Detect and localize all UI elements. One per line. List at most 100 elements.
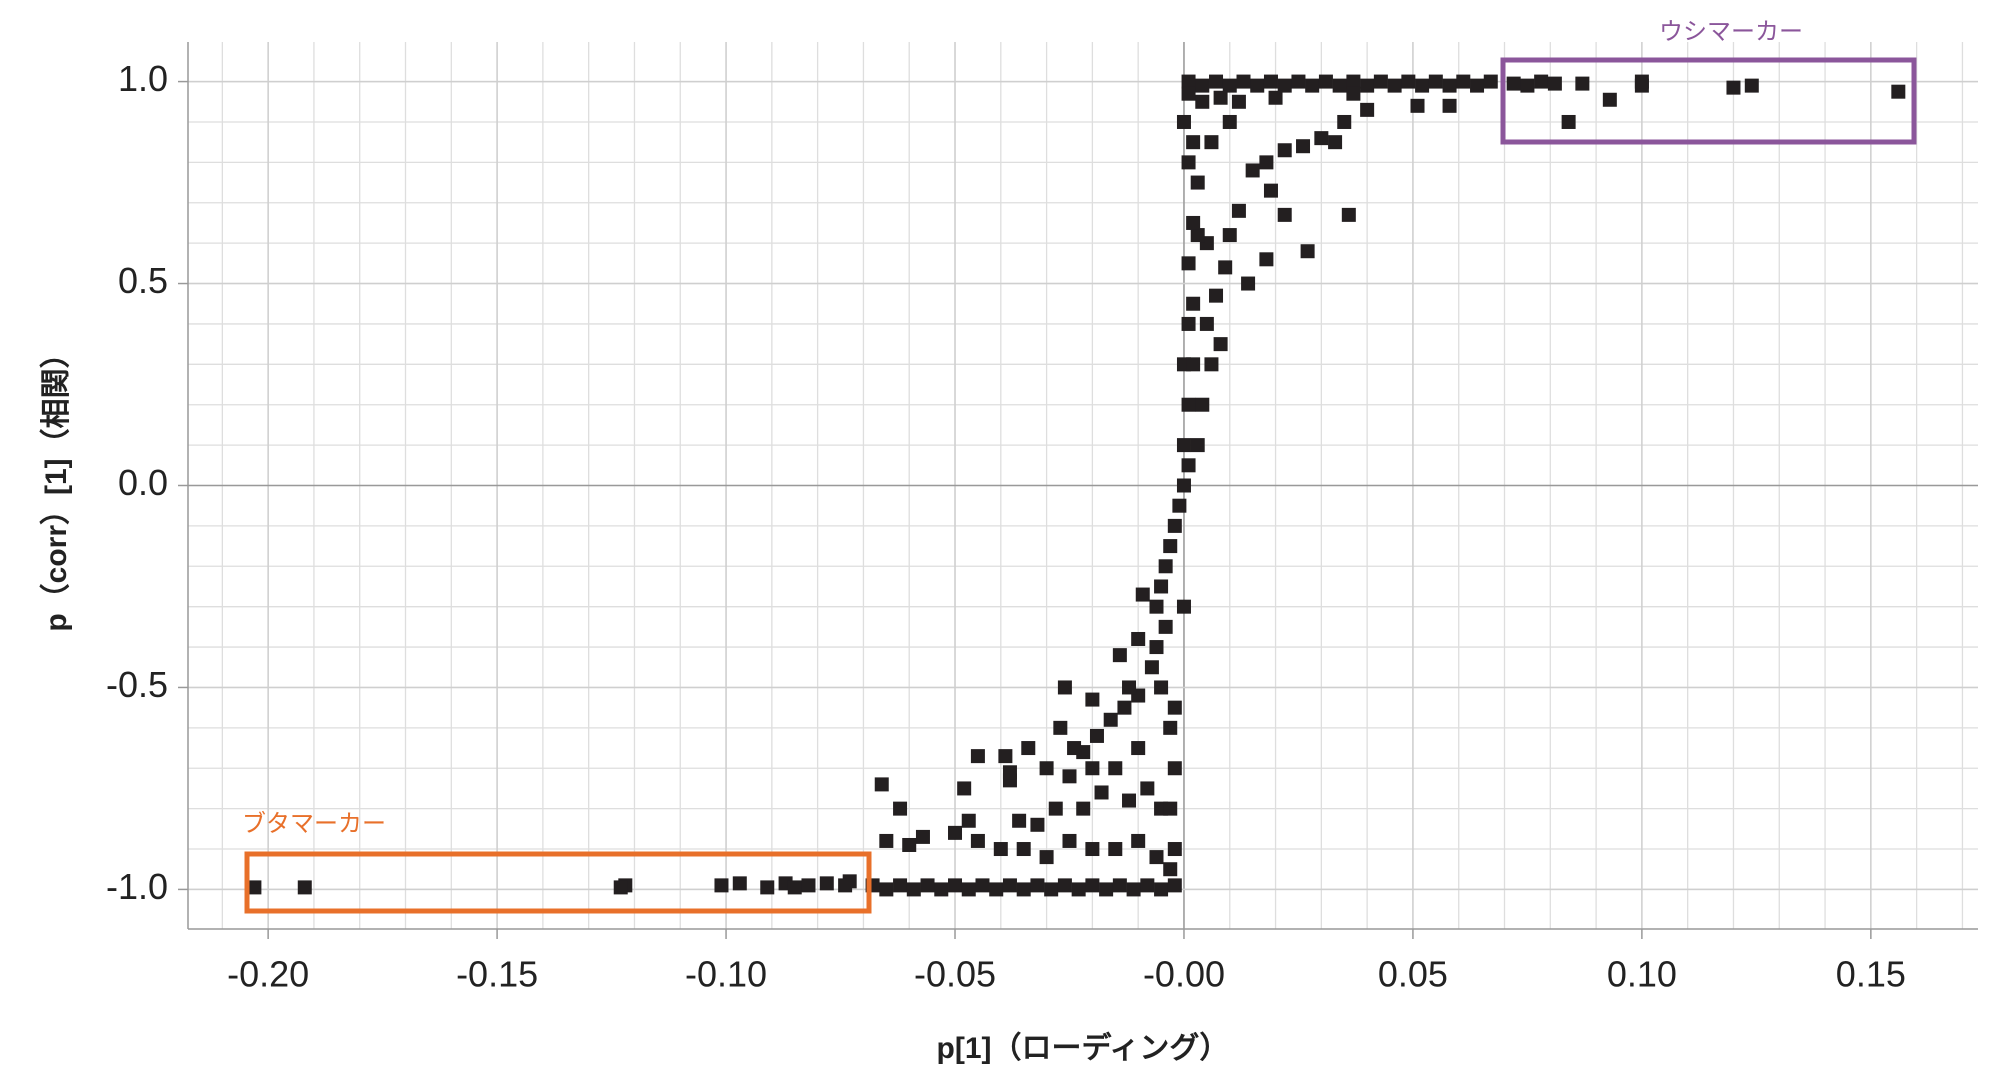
point [1085, 878, 1100, 893]
point [874, 777, 889, 792]
point [1181, 458, 1196, 473]
point [1112, 648, 1127, 663]
x-tick-label: -0.20 [227, 954, 309, 995]
point [1263, 74, 1278, 89]
point [1085, 761, 1100, 776]
y-axis-title: p（corr）[1]（相関） [39, 338, 73, 631]
point [1346, 86, 1361, 101]
point [1122, 793, 1137, 808]
point [1575, 76, 1590, 91]
point [732, 876, 747, 891]
x-tick-label: -0.10 [685, 954, 767, 995]
point [1337, 114, 1352, 129]
point [1360, 102, 1375, 117]
point [1154, 680, 1169, 695]
point [920, 878, 935, 893]
point [613, 880, 628, 895]
point [1218, 260, 1233, 275]
point [1144, 660, 1159, 675]
point [1163, 539, 1178, 554]
annotation-box [1500, 57, 1917, 145]
point [1204, 135, 1219, 150]
annotation-box [244, 851, 872, 914]
point [1048, 801, 1063, 816]
point [1085, 842, 1100, 857]
y-tick-label: 0.0 [118, 462, 168, 503]
point [1016, 842, 1031, 857]
point [1099, 882, 1114, 897]
point [970, 833, 985, 848]
point [957, 781, 972, 796]
point [1190, 438, 1205, 453]
point [1195, 94, 1210, 109]
point [1204, 357, 1219, 372]
x-tick-label: 0.05 [1378, 954, 1448, 995]
point [1268, 90, 1283, 105]
grid [188, 42, 1978, 929]
point [1167, 878, 1182, 893]
point [906, 882, 921, 897]
point [714, 878, 729, 893]
point [975, 878, 990, 893]
point [1186, 357, 1201, 372]
point [1186, 215, 1201, 230]
point [1154, 882, 1169, 897]
point [1291, 74, 1306, 89]
point [1209, 74, 1224, 89]
point [1222, 114, 1237, 129]
point [948, 825, 963, 840]
point [247, 880, 262, 895]
point [1167, 518, 1182, 533]
point [1415, 78, 1430, 93]
x-tick-label: -0.00 [1143, 954, 1225, 995]
point [1250, 78, 1265, 93]
point [1103, 712, 1118, 727]
point [1245, 163, 1260, 178]
point [1039, 761, 1054, 776]
point [760, 880, 775, 895]
point [1314, 131, 1329, 146]
point [1002, 878, 1017, 893]
point [1122, 680, 1137, 695]
point [1076, 801, 1091, 816]
point [297, 880, 312, 895]
point [1456, 74, 1471, 89]
point [1108, 761, 1123, 776]
point [1277, 78, 1292, 93]
annotation: ウシマーカー [1659, 18, 1803, 45]
point [1172, 498, 1187, 513]
point [1149, 599, 1164, 614]
x-tick-label: -0.15 [456, 954, 538, 995]
point [1012, 813, 1027, 828]
point [1163, 801, 1178, 816]
point [1231, 203, 1246, 218]
point [838, 878, 853, 893]
point [1520, 78, 1535, 93]
point [1318, 74, 1333, 89]
point [1410, 98, 1425, 113]
point [1891, 84, 1906, 99]
x-axis-title: p[1]（ローディング） [937, 1031, 1230, 1065]
point [1506, 76, 1521, 91]
point [1470, 78, 1485, 93]
point [1167, 761, 1182, 776]
point [1112, 878, 1127, 893]
point [1186, 135, 1201, 150]
point [1131, 833, 1146, 848]
point [1085, 692, 1100, 707]
point [1602, 92, 1617, 107]
point [1634, 74, 1649, 89]
point [961, 813, 976, 828]
point [1021, 741, 1036, 756]
point [1373, 74, 1388, 89]
point [1277, 143, 1292, 158]
point [1181, 397, 1196, 412]
point [1277, 207, 1292, 222]
point [1181, 155, 1196, 170]
point [1346, 74, 1361, 89]
point [1149, 640, 1164, 655]
point [1236, 74, 1251, 89]
point [1259, 155, 1274, 170]
point [879, 833, 894, 848]
point [1154, 579, 1169, 594]
